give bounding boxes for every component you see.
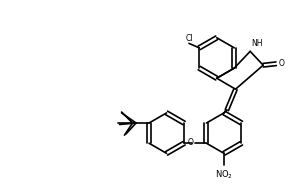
Text: NO$_2$: NO$_2$ [215,168,233,181]
Text: O: O [278,59,284,68]
Text: NH: NH [252,39,263,48]
Text: Cl: Cl [185,34,193,43]
Text: O: O [187,138,193,147]
